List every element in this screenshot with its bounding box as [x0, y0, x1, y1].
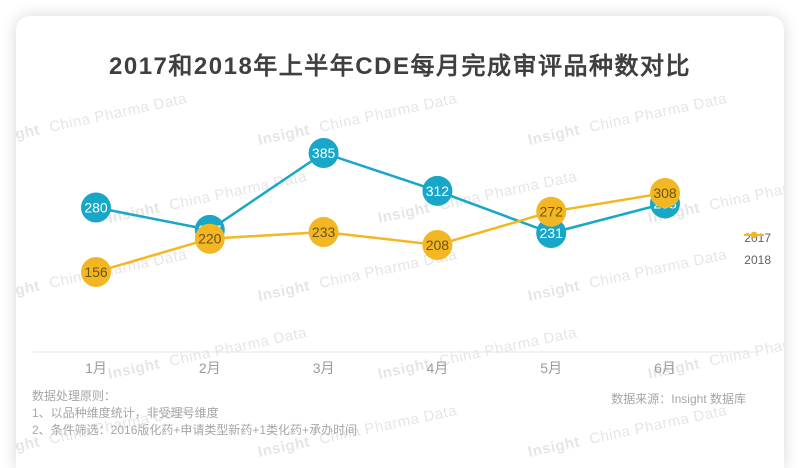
x-axis-label: 5月 — [540, 360, 562, 376]
data-point-2018-3月 — [308, 216, 339, 247]
data-point-2017-4月 — [422, 175, 453, 206]
legend-item-2018: 2018 — [744, 231, 771, 267]
data-point-2018-2月 — [194, 223, 225, 254]
data-point-2018-4月 — [422, 229, 453, 260]
legend-label: 2018 — [744, 253, 771, 267]
x-axis-label: 1月 — [85, 360, 107, 376]
legend-marker-icon — [744, 231, 765, 239]
footnotes: 数据处理原则： 1、以品种维度统计，非受理号维度 2、条件筛选：2016版化药+… — [32, 388, 357, 439]
x-axis-label: 3月 — [313, 360, 335, 376]
footnote-1: 1、以品种维度统计，非受理号维度 — [32, 406, 219, 420]
data-point-2017-3月 — [308, 137, 339, 168]
line-chart: 1月2月3月4月5月6月2802373853122312881562202332… — [33, 137, 758, 376]
data-point-label: 272 — [540, 204, 564, 220]
data-point-label: 308 — [653, 185, 677, 201]
data-point-label: 208 — [426, 237, 450, 253]
series-line-2018 — [95, 191, 666, 274]
chart-card: Insight China Pharma Data Insight China Pha… — [16, 16, 784, 468]
data-point-2018-1月 — [81, 256, 111, 287]
x-axis-label: 6月 — [654, 360, 676, 376]
data-point-2018-6月 — [650, 177, 680, 208]
legend: 2017 2018 — [744, 231, 771, 267]
data-point-label: 233 — [312, 224, 336, 240]
data-point-2017-1月 — [81, 192, 111, 223]
chart-title: 2017和2018年上半年CDE每月完成审评品种数对比 — [109, 53, 691, 80]
data-point-label: 280 — [84, 200, 108, 216]
data-point-label: 220 — [198, 231, 222, 247]
data-source: 数据来源：Insight 数据库 — [611, 392, 746, 406]
data-point-label: 231 — [540, 225, 564, 241]
series-line-2017 — [95, 151, 666, 235]
footnote-title: 数据处理原则： — [32, 389, 117, 403]
data-point-label: 156 — [84, 264, 108, 280]
x-axis-label: 4月 — [427, 360, 449, 376]
x-axis-label: 2月 — [199, 360, 221, 376]
data-point-label: 385 — [312, 145, 336, 161]
data-point-label: 312 — [426, 183, 450, 199]
footnote-2: 2、条件筛选：2016版化药+申请类型新药+1类化药+承办时间 — [32, 423, 358, 437]
data-point-2017-5月 — [536, 218, 567, 249]
data-point-2018-5月 — [536, 196, 567, 227]
